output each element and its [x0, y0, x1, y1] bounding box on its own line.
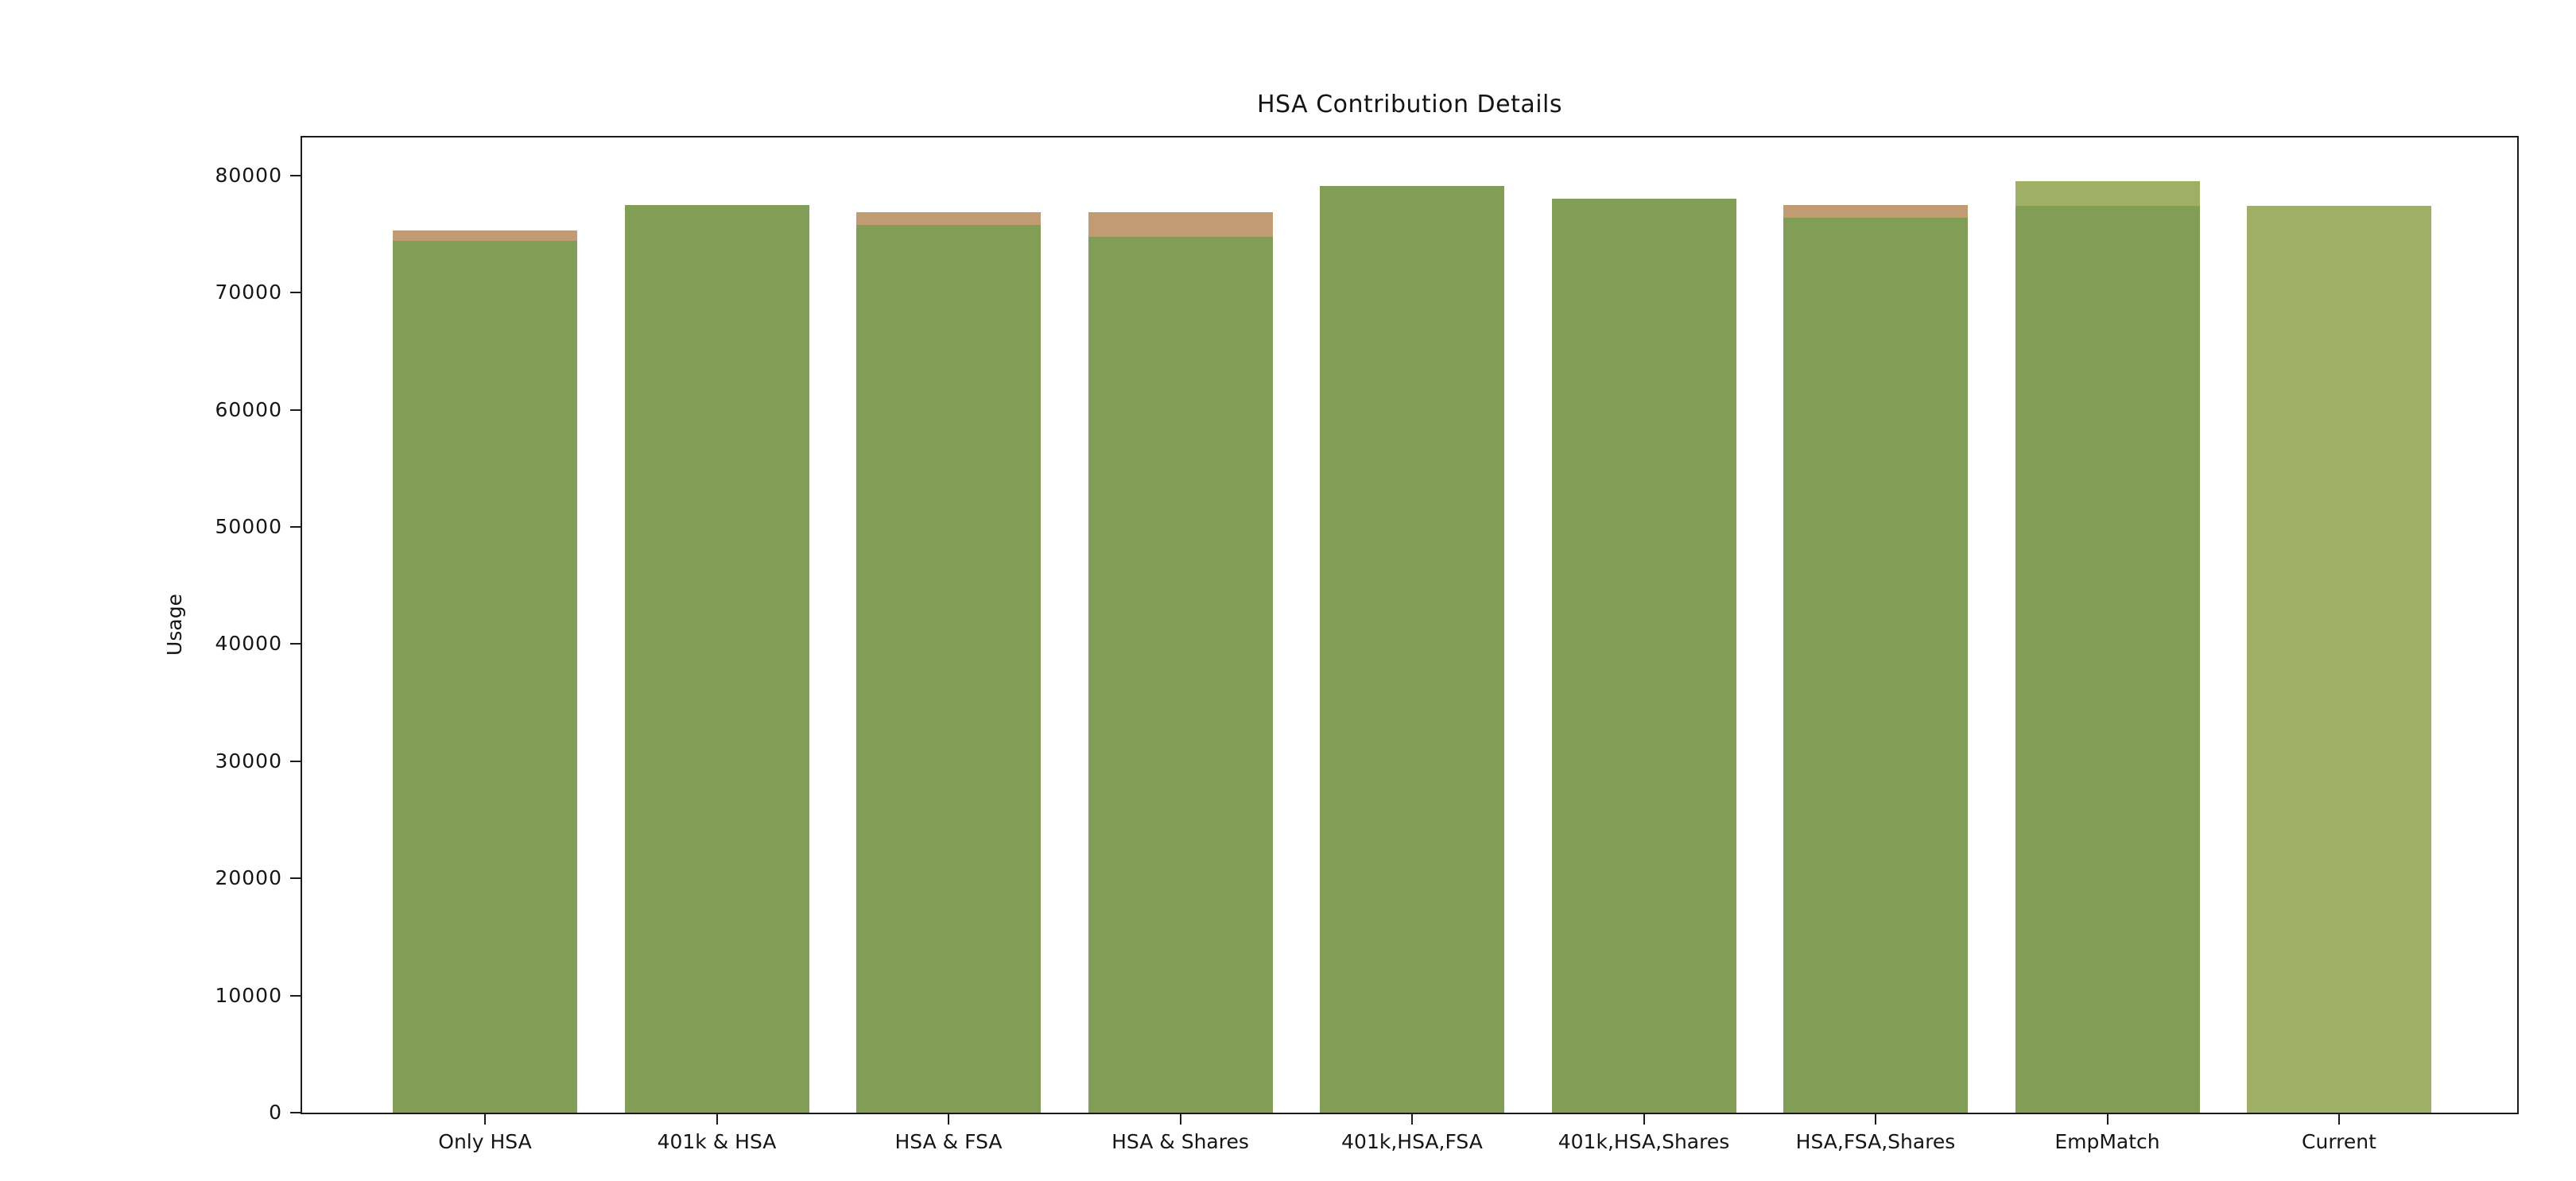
x-tick-mark — [1643, 1114, 1645, 1125]
bar-segment-green — [393, 241, 577, 1113]
y-tick-mark — [290, 760, 301, 762]
y-tick-mark — [290, 526, 301, 529]
y-tick-mark — [290, 292, 301, 294]
bar-hsa-fsa-shares — [1783, 204, 1968, 1113]
x-tick-label: EmpMatch — [2054, 1130, 2160, 1153]
x-tick-mark — [1875, 1114, 1876, 1125]
bar-segment-green — [1320, 186, 1504, 1113]
y-tick-label: 40000 — [215, 632, 282, 656]
x-tick-mark — [484, 1114, 486, 1125]
bar-segment-tan — [856, 211, 1041, 225]
bar-segment-green — [2015, 206, 2200, 1113]
y-tick-label: 80000 — [215, 163, 282, 187]
y-tick-mark — [290, 994, 301, 997]
bar-current — [2247, 206, 2431, 1113]
bar-empmatch — [2015, 181, 2200, 1113]
x-tick-label: HSA & Shares — [1111, 1130, 1249, 1153]
x-tick-label: 401k,HSA,FSA — [1341, 1130, 1483, 1153]
bar-segment-green — [856, 224, 1041, 1113]
bar-401k-hsa — [624, 204, 809, 1113]
bar-401k-hsa-fsa — [1320, 186, 1504, 1113]
x-tick-mark — [2106, 1114, 2109, 1125]
bar-segment-tan — [393, 230, 577, 242]
y-tick-mark — [290, 174, 301, 176]
bar-segment-green — [1783, 218, 1968, 1113]
y-tick-label: 20000 — [215, 866, 282, 890]
x-tick-mark — [1411, 1114, 1413, 1125]
bar-segment-green — [624, 204, 809, 1113]
bar-segment-green — [1551, 199, 1736, 1113]
x-tick-label: Only HSA — [438, 1130, 532, 1153]
x-tick-mark — [1179, 1114, 1181, 1125]
y-tick-mark — [290, 877, 301, 880]
x-tick-label: 401k & HSA — [657, 1130, 777, 1153]
chart-title: HSA Contribution Details — [1256, 91, 1563, 118]
bar-segment-tan — [1088, 211, 1273, 237]
x-tick-mark — [2338, 1114, 2340, 1125]
x-tick-label: HSA & FSA — [894, 1130, 1003, 1153]
x-tick-label: Current — [2302, 1130, 2376, 1153]
y-tick-label: 70000 — [215, 281, 282, 304]
bar-segment-light_green — [2247, 206, 2431, 1113]
y-tick-label: 30000 — [215, 749, 282, 772]
x-tick-mark — [948, 1114, 949, 1125]
bar-segment-tan — [1783, 204, 1968, 218]
x-tick-mark — [716, 1114, 718, 1125]
y-tick-mark — [290, 643, 301, 645]
x-tick-label: 401k,HSA,Shares — [1558, 1130, 1730, 1153]
x-tick-label: HSA,FSA,Shares — [1795, 1130, 1956, 1153]
bar-segment-light_green — [2015, 181, 2200, 207]
plot-area — [301, 136, 2519, 1114]
y-tick-mark — [290, 1112, 301, 1113]
bar-segment-green — [1088, 236, 1273, 1113]
y-axis-label: Usage — [163, 594, 186, 656]
y-tick-label: 0 — [269, 1101, 282, 1124]
bar-hsa-fsa — [856, 211, 1041, 1113]
y-tick-mark — [290, 409, 301, 411]
bar-hsa-shares — [1088, 211, 1273, 1113]
bar-401k-hsa-shares — [1551, 199, 1736, 1113]
y-tick-label: 60000 — [215, 397, 282, 421]
y-tick-label: 50000 — [215, 515, 282, 539]
y-tick-label: 10000 — [215, 983, 282, 1007]
bar-only-hsa — [393, 230, 577, 1113]
